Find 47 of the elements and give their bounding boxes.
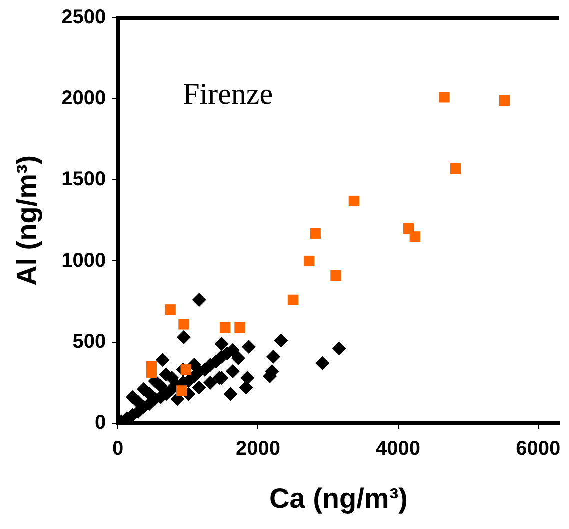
y-tick-label: 2500 [62,6,106,29]
x-tick-label: 6000 [516,438,561,460]
point [226,364,240,379]
point [232,352,246,366]
point [165,304,176,316]
point [348,196,360,207]
x-tick-label: 4000 [376,438,421,460]
point [176,386,188,396]
point [234,322,246,334]
point [332,342,346,356]
point [288,294,299,306]
point [156,353,170,368]
point [126,390,140,404]
point [266,350,281,364]
point [180,364,192,376]
y-tick-label: 2000 [62,88,106,110]
point [224,387,238,402]
point [178,319,190,330]
point [176,330,191,344]
point [450,164,462,174]
point [239,380,254,395]
x-tick-label: 0 [112,438,124,460]
point [330,270,342,282]
x-axis-title: Ca (ng/m³) [270,482,408,514]
point [137,382,152,396]
point [410,232,420,242]
point [240,370,255,385]
annotation: Firenze [183,78,274,111]
y-tick-label: 1000 [62,250,106,272]
point [204,376,218,390]
y-tick-label: 0 [94,412,106,434]
point [310,228,321,239]
point [220,322,231,334]
y-axis-title: Al (ng/m³) [12,155,43,286]
point [214,336,229,351]
x-tick-label: 2000 [236,438,280,460]
point [439,92,450,103]
point [274,334,288,348]
point [316,356,330,370]
point [242,340,256,354]
y-tick-label: 1500 [62,168,106,191]
point [192,293,206,308]
point [146,368,158,378]
point [499,95,510,106]
y-tick-label: 500 [72,330,106,353]
point [304,256,315,267]
point [192,380,206,395]
